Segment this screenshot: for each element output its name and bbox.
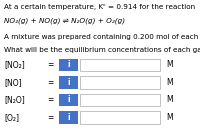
Text: M: M xyxy=(166,95,173,104)
Text: [N₂O]: [N₂O] xyxy=(4,95,25,104)
Text: M: M xyxy=(166,78,173,87)
FancyBboxPatch shape xyxy=(59,94,78,106)
FancyBboxPatch shape xyxy=(80,94,160,106)
FancyBboxPatch shape xyxy=(80,111,160,124)
Text: [NO₂]: [NO₂] xyxy=(4,60,25,70)
Text: [O₂]: [O₂] xyxy=(4,113,19,122)
Text: i: i xyxy=(67,60,70,70)
Text: M: M xyxy=(166,113,173,122)
Text: i: i xyxy=(67,95,70,104)
FancyBboxPatch shape xyxy=(80,59,160,71)
Text: =: = xyxy=(47,113,53,122)
Text: A mixture was prepared containing 0.200 mol of each gas in a 5.00 L container.: A mixture was prepared containing 0.200 … xyxy=(4,34,200,40)
Text: i: i xyxy=(67,78,70,87)
FancyBboxPatch shape xyxy=(59,111,78,124)
Text: [NO]: [NO] xyxy=(4,78,22,87)
Text: =: = xyxy=(47,78,53,87)
FancyBboxPatch shape xyxy=(59,76,78,89)
Text: i: i xyxy=(67,113,70,122)
Text: =: = xyxy=(47,60,53,70)
Text: =: = xyxy=(47,95,53,104)
FancyBboxPatch shape xyxy=(80,76,160,89)
Text: NO₂(g) + NO(g) ⇌ N₂O(g) + O₂(g): NO₂(g) + NO(g) ⇌ N₂O(g) + O₂(g) xyxy=(4,17,125,24)
FancyBboxPatch shape xyxy=(59,59,78,71)
Text: At a certain temperature, Kᶜ = 0.914 for the reaction: At a certain temperature, Kᶜ = 0.914 for… xyxy=(4,4,195,10)
Text: What will be the equilibrium concentrations of each gas?: What will be the equilibrium concentrati… xyxy=(4,47,200,53)
Text: M: M xyxy=(166,60,173,70)
